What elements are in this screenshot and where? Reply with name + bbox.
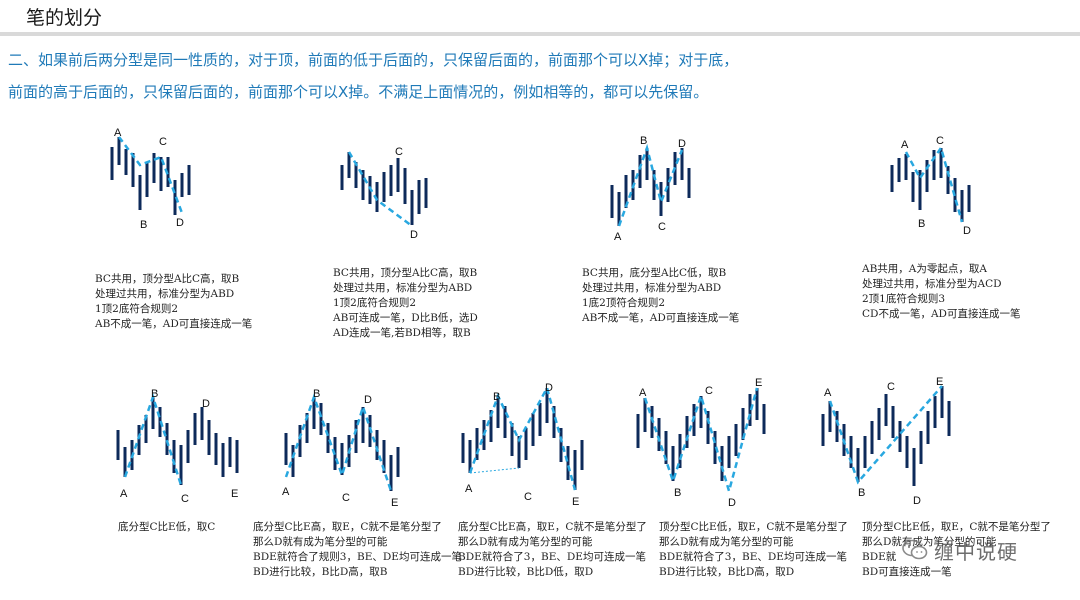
note-line: 2顶1底符合规则3: [862, 293, 946, 305]
note-line: BD进行比较，B比D高，取B: [253, 566, 388, 578]
note-line: 1顶2底符合规则2: [333, 297, 417, 309]
label-c: C: [342, 492, 350, 504]
diagram-4: A B C D: [890, 135, 971, 237]
label-c: C: [159, 136, 167, 148]
wechat-icon: [902, 539, 928, 560]
note-line: 处理过共用，标准分型为ABD: [333, 282, 473, 294]
intro-line-1: 二、如果前后两分型是同一性质的，对于顶，前面的低于后面的，只保留后面的，前面那个…: [8, 51, 739, 69]
intro-line-2: 前面的高于后面的，只保留后面的，前面那个可以X掉。不满足上面情况的，例如相等的，…: [8, 83, 709, 101]
note-line: 1顶2底符合规则2: [95, 303, 179, 315]
label-e: E: [936, 376, 943, 388]
label-c: C: [936, 135, 944, 147]
note-line: CD不成一笔，AD可直接连成一笔: [862, 308, 1021, 320]
note-line: BDE就符合了规则3，BE、DE均可连成一笔: [253, 551, 462, 563]
diagram-8: A B C D E: [636, 377, 766, 509]
label-a: A: [824, 387, 832, 399]
label-b: B: [918, 218, 925, 230]
label-d: D: [202, 398, 210, 410]
label-d: D: [364, 394, 372, 406]
note-line: 处理过共用，标准分型为ACD: [862, 278, 1002, 290]
label-e: E: [231, 488, 238, 500]
note-line: 底分型C比E高，取E，C就不是笔分型了: [458, 521, 647, 533]
diagram-5: A B C D E: [116, 388, 239, 505]
label-a: A: [120, 488, 128, 500]
note-line: 那么D就有成为笔分型的可能: [458, 536, 593, 548]
watermark-text: 缠中说硬: [934, 539, 1018, 564]
label-d: D: [176, 217, 184, 229]
diagram-4-notes: AB共用，A为零起点，取A 处理过共用，标准分型为ACD 2顶1底符合规则3 CD不…: [862, 262, 1020, 322]
diagram-2: D C: [340, 146, 428, 241]
note-line: 底分型C比E低，取C: [118, 521, 216, 533]
diagram-9: A B C D E: [821, 376, 951, 507]
label-b: B: [151, 388, 158, 400]
note-line: AB不成一笔，AD可直接连成一笔: [582, 312, 740, 324]
label-c: C: [887, 381, 895, 393]
diagram-9-notes: 顶分型C比E低，取E，C就不是笔分型了 那么D就有成为笔分型的可能 BDE就 BD可…: [862, 520, 1051, 580]
label-b: B: [313, 388, 320, 400]
note-line: AB共用，A为零起点，取A: [862, 263, 987, 275]
diagram-3-notes: BC共用，底分型A比C低，取B 处理过共用，标准分型为ABD 1底2顶符合规则2 A…: [582, 266, 739, 326]
watermark: 缠中说硬: [902, 536, 1018, 564]
note-line: 1底2顶符合规则2: [582, 297, 666, 309]
note-line: BD可直接连成一笔: [862, 566, 952, 578]
diagram-3: A B C D: [610, 135, 691, 243]
label-a: A: [282, 486, 290, 498]
diagram-8-notes: 顶分型C比E低，取E，C就不是笔分型了 那么D就有成为笔分型的可能 BDE就符合了…: [659, 520, 848, 580]
label-a: A: [465, 483, 473, 495]
label-b: B: [674, 487, 681, 499]
label-d: D: [913, 495, 921, 507]
note-line: AB不成一笔，AD可直接连成一笔: [95, 318, 253, 330]
note-line: BDE就符合了3，BE、DE均可连成一笔: [659, 551, 847, 563]
note-line: 顶分型C比E低，取E，C就不是笔分型了: [659, 521, 848, 533]
note-line: 处理过共用，标准分型为ABD: [582, 282, 722, 294]
note-line: 那么D就有成为笔分型的可能: [862, 536, 997, 548]
label-b: B: [493, 391, 500, 403]
diagram-6: A B C D E: [282, 388, 400, 509]
label-a: A: [639, 387, 647, 399]
note-line: BD进行比较，B比D高，取D: [659, 566, 795, 578]
note-line: 顶分型C比E低，取E，C就不是笔分型了: [862, 521, 1051, 533]
note-line: 底分型C比E高，取E，C就不是笔分型了: [253, 521, 442, 533]
note-line: BD进行比较，B比D低，取D: [458, 566, 594, 578]
note-line: BDE就符合了3，BE、DE均可连成一笔: [458, 551, 646, 563]
note-line: BC共用，顶分型A比C高，取B: [95, 273, 240, 285]
note-line: AD连成一笔,若BD相等，取B: [333, 327, 471, 339]
label-e: E: [572, 496, 579, 508]
label-c: C: [705, 385, 713, 397]
label-d: D: [545, 382, 553, 394]
label-a: A: [114, 127, 122, 139]
diagram-1-notes: BC共用，顶分型A比C高，取B 处理过共用，标准分型为ABD 1顶2底符合规则2 A…: [95, 272, 252, 332]
note-line: 那么D就有成为笔分型的可能: [253, 536, 388, 548]
diagram-7-notes: 底分型C比E高，取E，C就不是笔分型了 那么D就有成为笔分型的可能 BDE就符合了…: [458, 520, 647, 580]
diagram-1: A B C D: [110, 127, 191, 231]
label-d: D: [410, 229, 418, 241]
diagram-7: A B C D E: [461, 382, 584, 508]
label-d: D: [678, 138, 686, 150]
note-line: 处理过共用，标准分型为ABD: [95, 288, 235, 300]
label-c: C: [658, 221, 666, 233]
page-title: 笔的划分: [26, 7, 103, 29]
note-line: AB可连成一笔，D比B低，选D: [333, 312, 478, 324]
label-b: B: [140, 219, 147, 231]
label-d: D: [963, 225, 971, 237]
diagram-5-notes: 底分型C比E低，取C: [118, 520, 215, 535]
note-line: BDE就: [862, 551, 897, 563]
label-c: C: [395, 146, 403, 158]
note-line: BC共用，顶分型A比C高，取B: [333, 267, 478, 279]
diagram-2-notes: BC共用，顶分型A比C高，取B 处理过共用，标准分型为ABD 1顶2底符合规则2 A…: [333, 266, 478, 341]
note-line: 那么D就有成为笔分型的可能: [659, 536, 794, 548]
title-divider: [0, 32, 1080, 36]
diagram-6-notes: 底分型C比E高，取E，C就不是笔分型了 那么D就有成为笔分型的可能 BDE就符合了…: [253, 520, 462, 580]
title-bar: 笔的划分: [0, 0, 1080, 32]
label-c: C: [524, 491, 532, 503]
label-d: D: [728, 497, 736, 509]
label-b: B: [858, 487, 865, 499]
label-c: C: [181, 493, 189, 505]
label-e: E: [391, 497, 398, 509]
label-a: A: [901, 139, 909, 151]
label-a: A: [614, 231, 622, 243]
label-e: E: [755, 377, 762, 389]
label-b: B: [640, 135, 647, 147]
note-line: BC共用，底分型A比C低，取B: [582, 267, 727, 279]
